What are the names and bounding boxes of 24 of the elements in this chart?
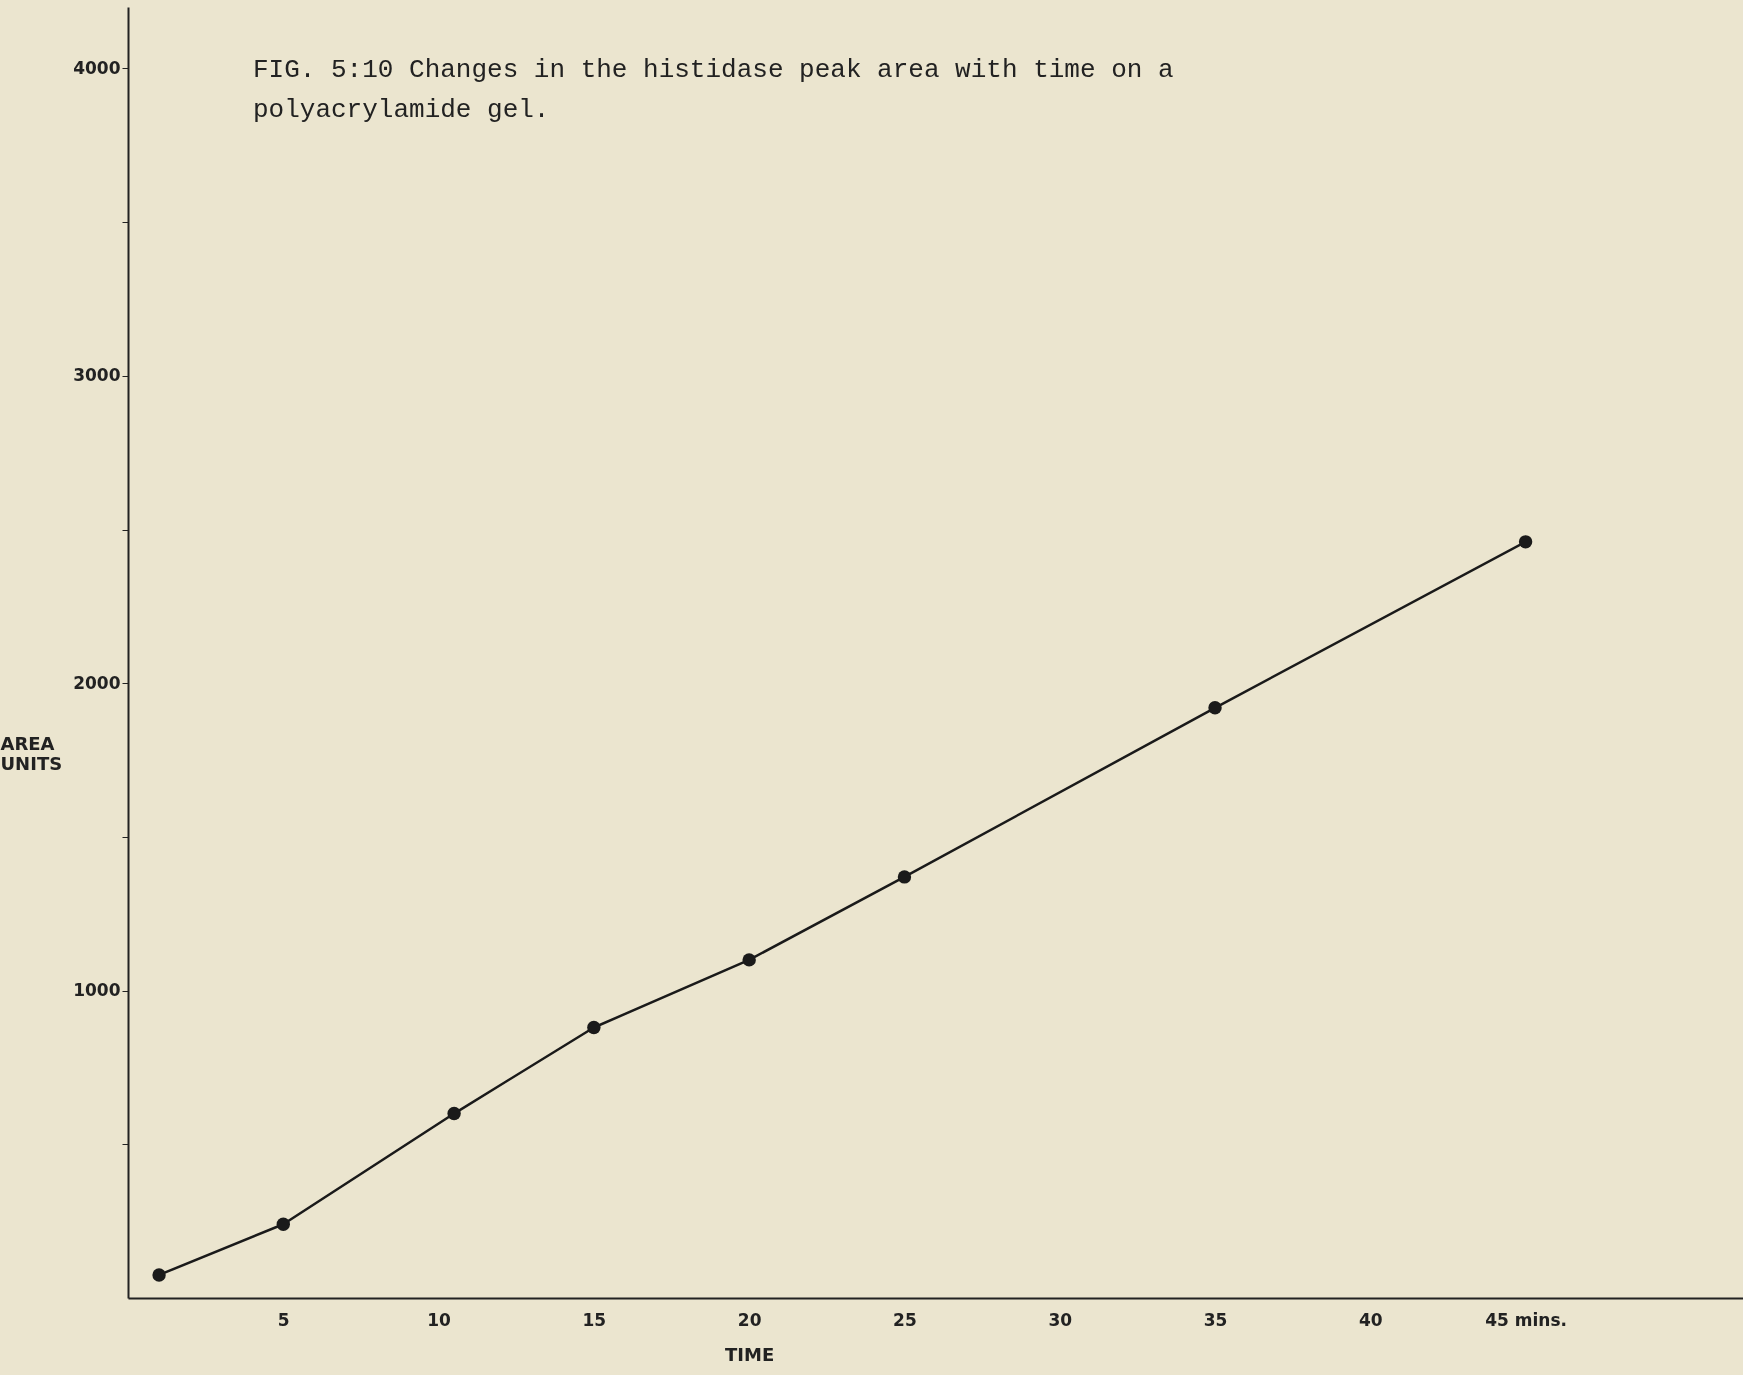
- x-tick-label: 45 mins.: [1485, 1309, 1567, 1330]
- point: [152, 1268, 166, 1282]
- x-axis-title: TIME: [725, 1343, 775, 1365]
- y-tick-label: 3000: [73, 365, 121, 386]
- x-tick-label: 30: [1048, 1309, 1073, 1330]
- point: [1518, 535, 1533, 549]
- y-tick-label: 4000: [73, 57, 121, 78]
- x-tick-label: 35: [1203, 1309, 1228, 1330]
- point: [276, 1217, 290, 1231]
- y-axis-title: AREA UNITS: [0, 733, 63, 775]
- x-tick-label: 5: [277, 1309, 290, 1330]
- x-tick-label: 10: [427, 1309, 452, 1330]
- text: FIG. 5:10 Changes in the histidase peak area with time on a polyacrylamide gel.: [253, 55, 1174, 125]
- point: [587, 1020, 601, 1035]
- point: [742, 953, 756, 967]
- x-tick-label: 40: [1358, 1309, 1383, 1330]
- x-tick-label: 15: [582, 1309, 607, 1330]
- x-tick-label: 20: [737, 1309, 762, 1330]
- y-tick-label: 2000: [73, 672, 121, 693]
- point: [447, 1106, 461, 1121]
- x-tick-label: 25: [893, 1309, 917, 1330]
- y-tick-label: 1000: [73, 980, 121, 1001]
- point: [1208, 701, 1222, 715]
- point: [897, 870, 912, 884]
